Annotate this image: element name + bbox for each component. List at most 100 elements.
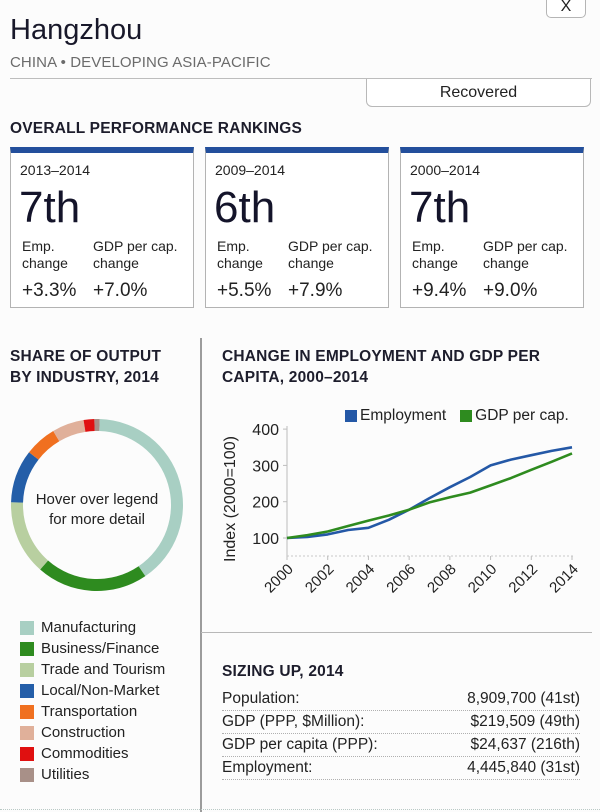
sizing-label: Population:: [222, 690, 300, 707]
emp-change-value: +9.4%: [412, 280, 467, 301]
legend-item-utilities[interactable]: Utilities: [20, 764, 165, 785]
status-tab-button[interactable]: Recovered: [366, 79, 591, 107]
header-divider: [10, 78, 592, 79]
rank-value: 6th: [214, 183, 276, 232]
legend-swatch: [20, 746, 34, 761]
legend-item-trade-and-tourism[interactable]: Trade and Tourism: [20, 659, 165, 680]
legend-item-business-finance[interactable]: Business/Finance: [20, 638, 165, 659]
series-line-employment: [286, 446, 573, 540]
donut-segment-construction[interactable]: [53, 420, 86, 442]
x-tick-label: 2010: [465, 561, 501, 597]
donut-segment-manufacturing[interactable]: [99, 419, 183, 577]
legend-swatch: [20, 620, 34, 635]
legend-item-commodities[interactable]: Commodities: [20, 743, 165, 764]
legend-label: Utilities: [41, 766, 90, 783]
donut-segment-business-finance[interactable]: [40, 560, 146, 591]
y-tick-label: 400: [252, 422, 279, 439]
y-tick-label: 200: [252, 495, 279, 512]
donut-segment-utilities[interactable]: [94, 419, 100, 432]
region-subtitle: CHINA • DEVELOPING ASIA-PACIFIC: [10, 54, 271, 71]
employment-gdp-line-chart: 100 200 300 400 2000 2002 2004 2006 2008 2010 2012…: [222, 422, 582, 597]
sizing-label: GDP (PPP, $Million):: [222, 713, 365, 730]
x-tick-label: 2002: [302, 561, 338, 597]
x-tick-label: 2004: [343, 561, 379, 597]
legend-label: Business/Finance: [41, 640, 160, 657]
y-axis-label: Index (2000=100): [222, 436, 239, 562]
gdp-change-value: +7.9%: [288, 280, 343, 301]
sizing-label: Employment:: [222, 759, 313, 776]
industry-donut-chart: [11, 419, 183, 591]
x-tick-label: 2014: [546, 561, 582, 597]
gdp-change-value: +9.0%: [483, 280, 538, 301]
rankings-heading: OVERALL PERFORMANCE RANKINGS: [10, 120, 303, 137]
rank-period: 2013–2014: [20, 162, 91, 178]
donut-segment-transportation[interactable]: [29, 430, 60, 460]
gdp-change-label: GDP per cap. change: [483, 238, 568, 271]
legend-item-transportation[interactable]: Transportation: [20, 701, 165, 722]
legend-item-manufacturing[interactable]: Manufacturing: [20, 617, 165, 638]
legend-swatch: [20, 641, 34, 656]
city-title: Hangzhou: [10, 14, 143, 46]
legend-label: Commodities: [41, 745, 129, 762]
gdp-change-label: GDP per cap. change: [93, 238, 178, 271]
sizing-heading: SIZING UP, 2014: [222, 663, 344, 680]
legend-swatch: [20, 662, 34, 677]
sizing-row-gdp: GDP (PPP, $Million): $219,509 (49th): [222, 711, 580, 734]
sizing-row-population: Population: 8,909,700 (41st): [222, 688, 580, 711]
donut-segment-commodities[interactable]: [83, 419, 95, 432]
emp-change-value: +5.5%: [217, 280, 272, 301]
line-legend-swatch: [460, 410, 473, 422]
line-legend-label: GDP per cap.: [475, 407, 569, 424]
output-share-heading: SHARE OF OUTPUT BY INDUSTRY, 2014: [10, 348, 162, 386]
legend-label: Manufacturing: [41, 619, 137, 636]
rank-card: 2009–2014 6th Emp. change GDP per cap. c…: [205, 147, 389, 308]
gdp-change-value: +7.0%: [93, 280, 148, 301]
legend-label: Local/Non-Market: [41, 682, 160, 699]
legend-swatch: [20, 683, 34, 698]
rank-value: 7th: [409, 183, 471, 232]
line-legend-swatch: [345, 410, 357, 422]
legend-label: Construction: [41, 724, 126, 741]
emp-change-value: +3.3%: [22, 280, 77, 301]
line-chart-heading: CHANGE IN EMPLOYMENT AND GDP PER CAPITA,…: [222, 348, 541, 386]
industry-legend: Manufacturing Business/Finance Trade and T…: [20, 617, 165, 785]
section-divider: [201, 632, 592, 633]
line-chart-legend: Employment GDP per cap.: [345, 407, 569, 425]
sizing-value: 8,909,700 (41st): [467, 690, 580, 707]
rank-value: 7th: [19, 183, 81, 232]
emp-change-label: Emp. change: [217, 238, 263, 271]
legend-item-construction[interactable]: Construction: [20, 722, 165, 743]
column-divider: [200, 338, 202, 812]
sizing-row-gdp-per-capita: GDP per capita (PPP): $24,637 (216th): [222, 734, 580, 757]
emp-change-label: Emp. change: [22, 238, 68, 271]
donut-center-hint: Hover over legend for more detail: [35, 491, 159, 528]
legend-swatch: [20, 704, 34, 719]
sizing-table: Population: 8,909,700 (41st) GDP (PPP, $…: [222, 688, 580, 780]
y-tick-label: 100: [252, 531, 279, 548]
line-legend-label: Employment: [360, 407, 447, 424]
legend-swatch: [20, 725, 34, 740]
rank-period: 2000–2014: [410, 162, 481, 178]
donut-segment-trade-and-tourism[interactable]: [11, 502, 49, 570]
emp-change-label: Emp. change: [412, 238, 458, 271]
sizing-label: GDP per capita (PPP):: [222, 736, 378, 753]
line-legend-item[interactable]: GDP per cap.: [460, 407, 569, 425]
sizing-value: $219,509 (49th): [470, 713, 580, 730]
x-tick-label: 2008: [424, 561, 460, 597]
x-tick-label: 2000: [261, 561, 297, 597]
gdp-change-label: GDP per cap. change: [288, 238, 373, 271]
donut-segment-local-non-market[interactable]: [11, 452, 39, 503]
legend-item-local-non-market[interactable]: Local/Non-Market: [20, 680, 165, 701]
sizing-row-employment: Employment: 4,445,840 (31st): [222, 757, 580, 780]
series-line-gdp-per-cap: [286, 452, 573, 540]
x-tick-label: 2006: [383, 561, 419, 597]
legend-label: Trade and Tourism: [41, 661, 166, 678]
sizing-value: 4,445,840 (31st): [467, 759, 580, 776]
x-tick-label: 2012: [505, 561, 541, 597]
rank-period: 2009–2014: [215, 162, 286, 178]
line-legend-item[interactable]: Employment: [345, 407, 446, 425]
legend-label: Transportation: [41, 703, 138, 720]
close-button[interactable]: X: [546, 0, 586, 18]
y-tick-label: 300: [252, 458, 279, 475]
rank-card: 2013–2014 7th Emp. change GDP per cap. c…: [10, 147, 194, 308]
